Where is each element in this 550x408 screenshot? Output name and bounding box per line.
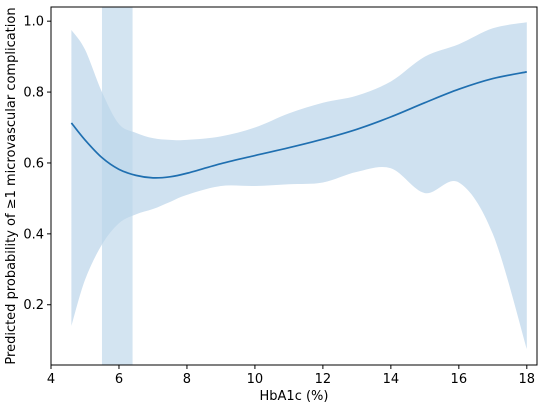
y-tick-label: 1.0 [23, 15, 44, 30]
y-tick-label: 0.4 [23, 227, 44, 242]
x-tick-label: 4 [47, 372, 55, 387]
y-axis-label: Predicted probability of ≥1 microvascula… [4, 7, 19, 364]
x-tick-label: 12 [315, 372, 332, 387]
x-axis-label: HbA1c (%) [260, 389, 329, 404]
plot-area [70, 7, 527, 365]
highlight-band [101, 7, 133, 365]
x-tick-label: 10 [247, 372, 264, 387]
x-tick-label: 14 [383, 372, 400, 387]
x-tick-label: 18 [519, 372, 536, 387]
x-tick-label: 16 [451, 372, 468, 387]
y-tick-label: 0.8 [23, 86, 44, 101]
confidence-band [71, 22, 527, 350]
series-line [70, 71, 527, 179]
plot-frame [50, 6, 538, 366]
x-tick-label: 6 [115, 372, 123, 387]
y-tick-label: 0.2 [23, 298, 44, 313]
y-tick-label: 0.6 [23, 156, 44, 171]
x-tick-label: 8 [183, 372, 191, 387]
y-axis: 0.2 0.4 0.6 0.8 1.0 [23, 15, 51, 313]
x-axis: 4 6 8 10 12 14 16 18 [47, 365, 535, 387]
